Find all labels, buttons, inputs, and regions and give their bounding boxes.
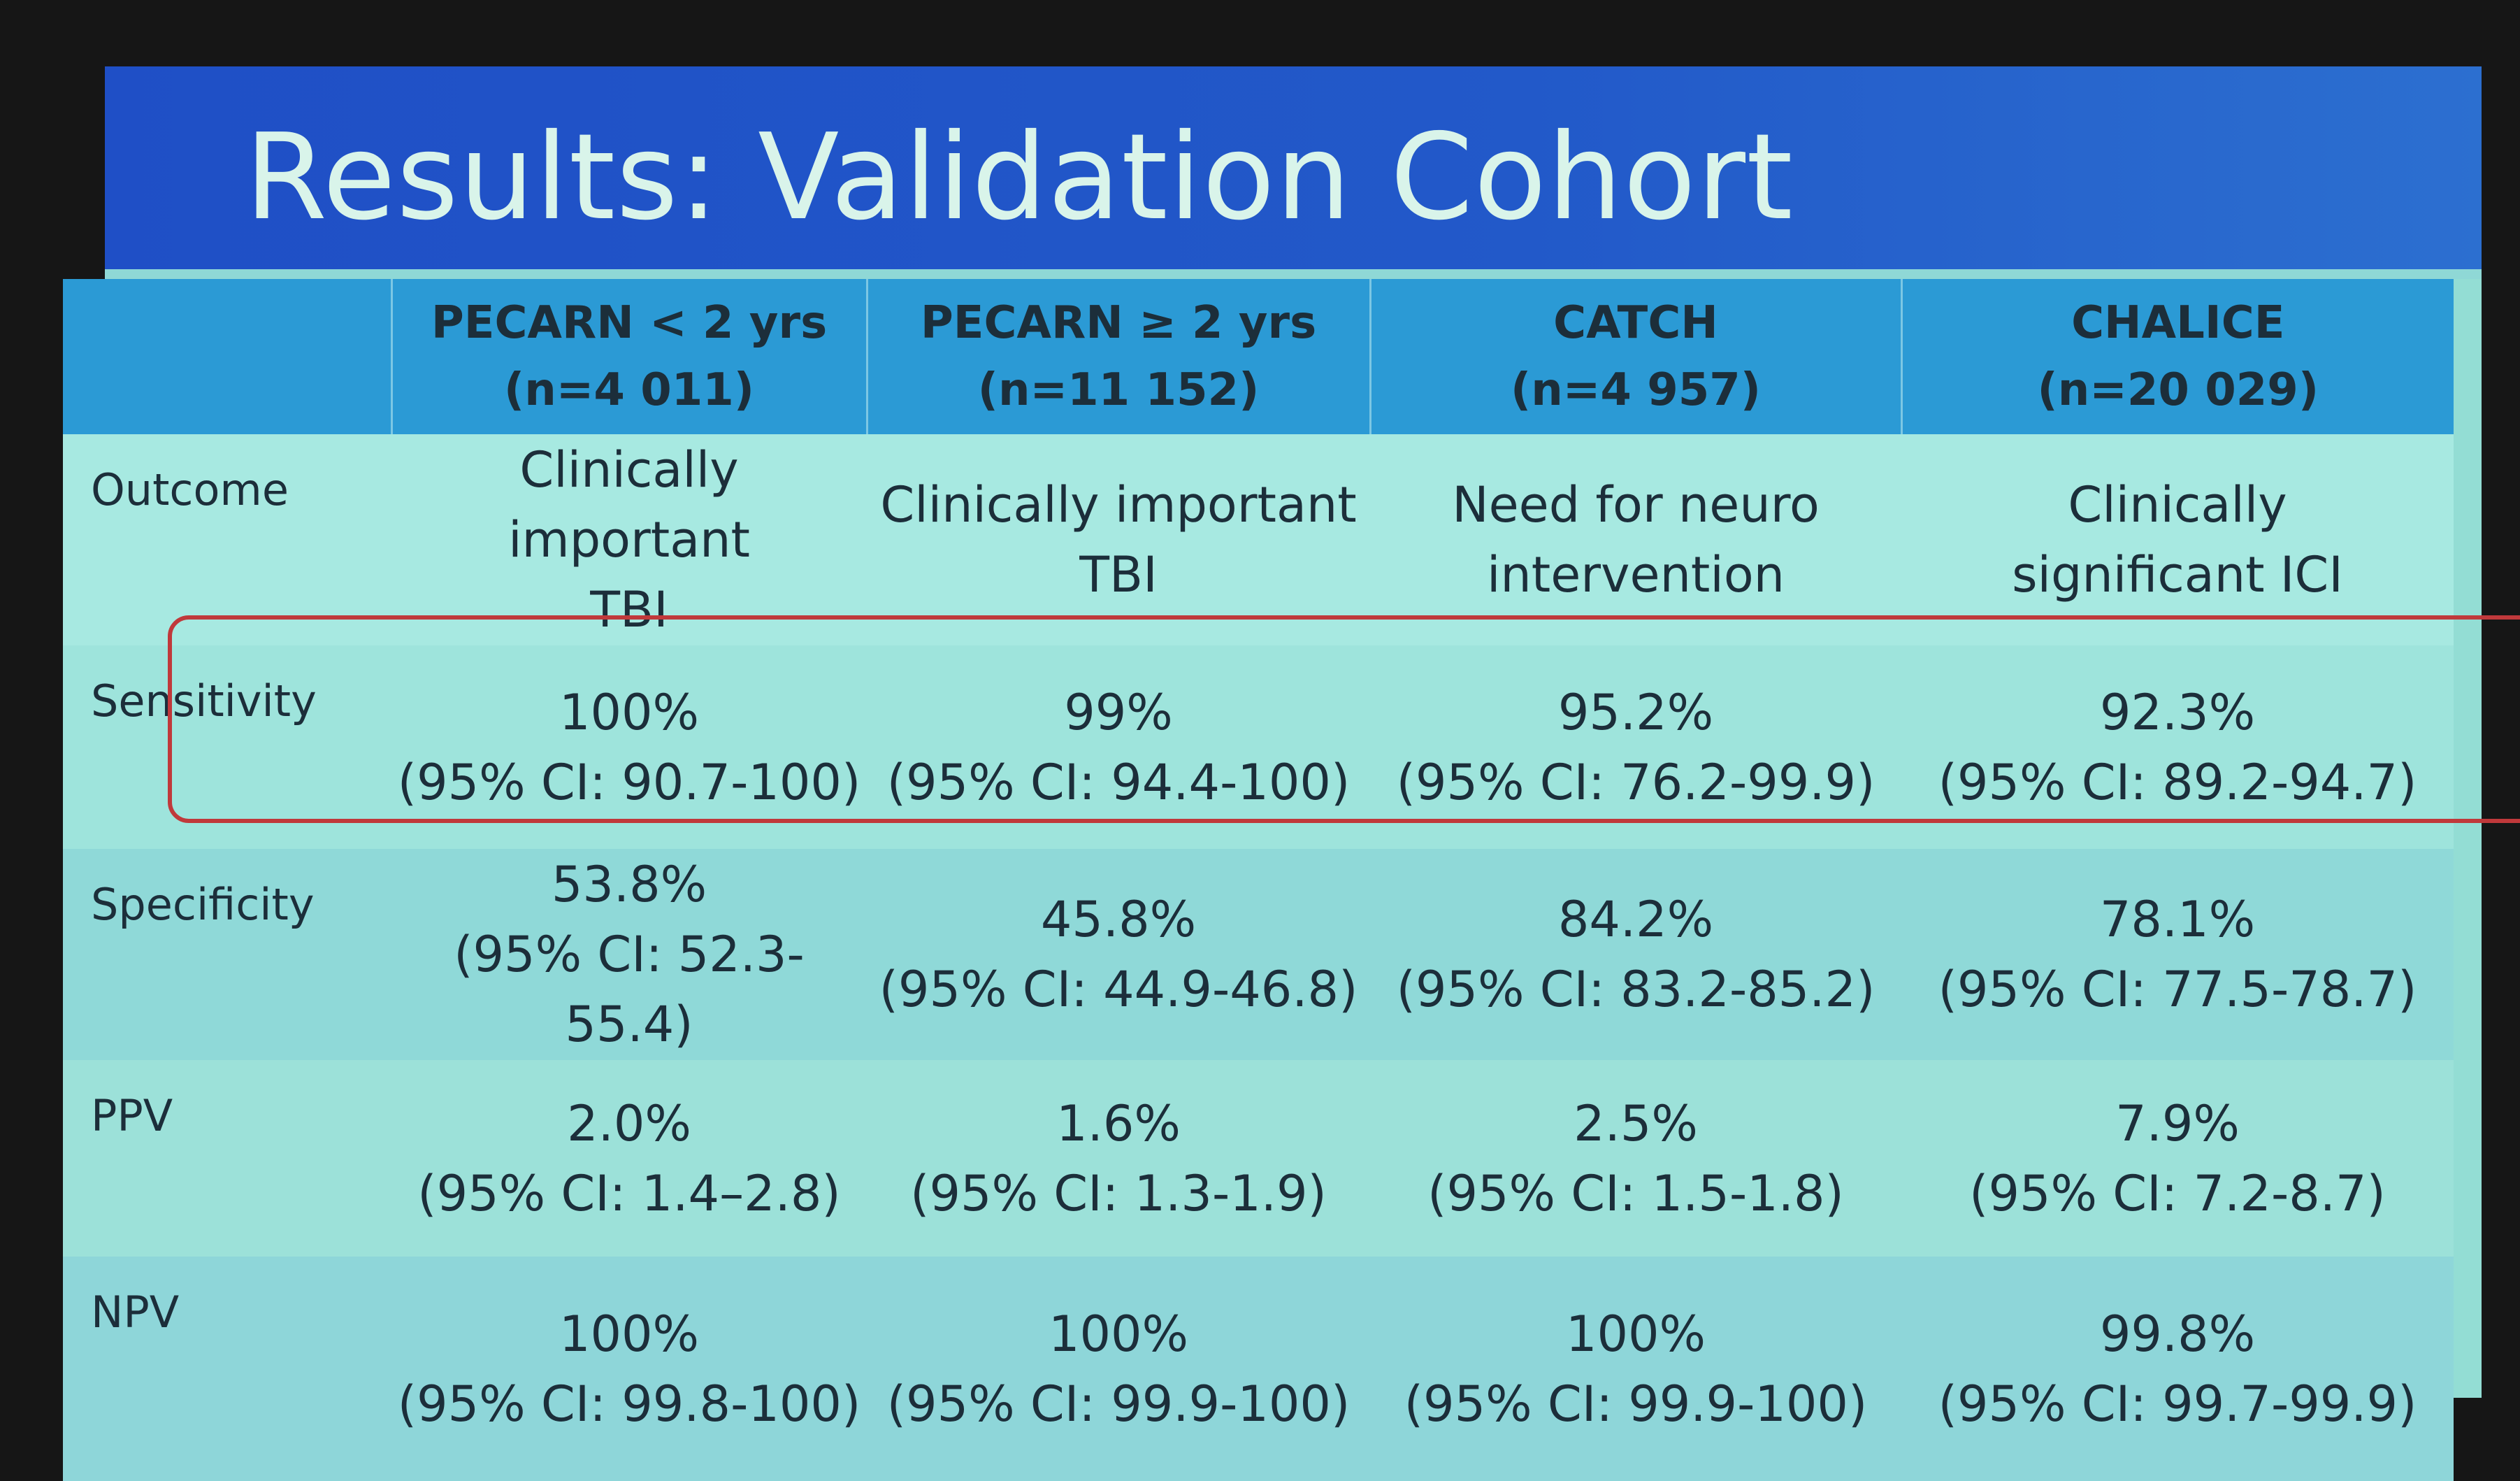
table-cell: Clinically significant ICI — [1901, 434, 2454, 645]
cell-value: 78.1% — [2099, 891, 2256, 948]
cell-ci: (95% CI: 77.5-78.7) — [1938, 961, 2417, 1018]
cell-ci: (95% CI: 1.5-1.8) — [1427, 1164, 1844, 1222]
table-cell: Clinically important TBI — [867, 434, 1370, 645]
results-table: PECARN < 2 yrs (n=4 011) PECARN ≥ 2 yrs (n… — [63, 279, 2454, 1481]
slide: Results: Validation Cohort PECARN < 2 yr… — [63, 66, 2520, 1481]
column-header: PECARN < 2 yrs (n=4 011) — [390, 279, 867, 434]
table-cell: 100% (95% CI: 99.9-100) — [1370, 1257, 1901, 1481]
cell-value: 2.5% — [1574, 1094, 1698, 1152]
table-cell: 78.1% (95% CI: 77.5-78.7) — [1901, 849, 2454, 1060]
cell-value: 100% — [559, 1305, 700, 1363]
cell-ci: (95% CI: 52.3-55.4) — [454, 926, 805, 1053]
row-label: NPV — [63, 1257, 391, 1481]
cell-ci: (95% CI: 99.9-100) — [886, 1375, 1351, 1433]
cell-value: 2.0% — [567, 1094, 691, 1152]
cell-ci: (95% CI: 44.9-46.8) — [879, 961, 1358, 1018]
cell-ci: (95% CI: 1.4–2.8) — [417, 1164, 841, 1222]
table-cell: 99.8% (95% CI: 99.7-99.9) — [1901, 1257, 2454, 1481]
column-name: CATCH — [1553, 297, 1718, 349]
header-row: PECARN < 2 yrs (n=4 011) PECARN ≥ 2 yrs (n… — [63, 279, 2454, 434]
column-header: CATCH (n=4 957) — [1369, 279, 1901, 434]
cell-ci: TBI — [590, 581, 668, 638]
cell-ci: (95% CI: 99.7-99.9) — [1938, 1375, 2417, 1433]
row-label: PPV — [63, 1060, 391, 1257]
cell-value: 7.9% — [2115, 1094, 2240, 1152]
table-cell: 1.6% (95% CI: 1.3-1.9) — [867, 1060, 1370, 1257]
header-empty — [63, 279, 391, 434]
cell-ci: intervention — [1486, 546, 1785, 603]
slide-title: Results: Validation Cohort — [245, 108, 1794, 247]
column-name: CHALICE — [2071, 297, 2285, 349]
cell-value: 100% — [559, 683, 700, 741]
table-row: Sensitivity 100% (95% CI: 90.7-100) 99% (95%… — [63, 645, 2454, 849]
column-n: (n=4 011) — [503, 364, 755, 416]
table-row: Outcome Clinically important TBI Clinically… — [63, 434, 2454, 645]
table-cell: 84.2% (95% CI: 83.2-85.2) — [1370, 849, 1901, 1060]
cell-ci: (95% CI: 99.8-100) — [397, 1375, 861, 1433]
column-n: (n=11 152) — [977, 364, 1260, 416]
table-row: PPV 2.0% (95% CI: 1.4–2.8) 1.6% (95% CI: 1.3… — [63, 1060, 2454, 1257]
table-row: Specificity 53.8% (95% CI: 52.3-55.4) 45.8%… — [63, 849, 2454, 1060]
cell-value: 95.2% — [1557, 683, 1714, 741]
row-label: Outcome — [63, 434, 391, 645]
cell-value: Clinically — [2068, 476, 2287, 534]
cell-value: 100% — [1565, 1305, 1706, 1363]
cell-value: 1.6% — [1056, 1094, 1181, 1152]
cell-value: 45.8% — [1040, 891, 1197, 948]
cell-ci: (95% CI: 7.2-8.7) — [1969, 1164, 2386, 1222]
cell-value: 92.3% — [2099, 683, 2256, 741]
table-cell: 100% (95% CI: 90.7-100) — [391, 645, 867, 849]
cell-value: Clinically important — [508, 441, 750, 568]
column-header: PECARN ≥ 2 yrs (n=11 152) — [865, 279, 1370, 434]
cell-ci: (95% CI: 76.2-99.9) — [1396, 753, 1875, 811]
cell-ci: (95% CI: 90.7-100) — [397, 753, 861, 811]
cell-value: 100% — [1048, 1305, 1189, 1363]
table-cell: 2.0% (95% CI: 1.4–2.8) — [391, 1060, 867, 1257]
column-n: (n=20 029) — [2037, 364, 2319, 416]
cell-ci: significant ICI — [2012, 546, 2343, 603]
table-cell: 100% (95% CI: 99.9-100) — [867, 1257, 1370, 1481]
table-cell: 92.3% (95% CI: 89.2-94.7) — [1901, 645, 2454, 849]
table-cell: 2.5% (95% CI: 1.5-1.8) — [1370, 1060, 1901, 1257]
cell-value: 99% — [1064, 683, 1173, 741]
column-n: (n=4 957) — [1510, 364, 1762, 416]
cell-ci: (95% CI: 1.3-1.9) — [910, 1164, 1327, 1222]
cell-ci: (95% CI: 83.2-85.2) — [1396, 961, 1875, 1018]
table-cell: Clinically important TBI — [391, 434, 867, 645]
cell-value: Clinically important — [880, 476, 1357, 534]
column-name: PECARN < 2 yrs — [431, 297, 828, 349]
cell-value: 99.8% — [2099, 1305, 2256, 1363]
cell-ci: (95% CI: 94.4-100) — [886, 753, 1351, 811]
cell-ci: (95% CI: 99.9-100) — [1404, 1375, 1868, 1433]
table-cell: 95.2% (95% CI: 76.2-99.9) — [1370, 645, 1901, 849]
table-cell: 7.9% (95% CI: 7.2-8.7) — [1901, 1060, 2454, 1257]
row-label: Sensitivity — [63, 645, 391, 849]
table-row: NPV 100% (95% CI: 99.8-100) 100% (95% CI: 99… — [63, 1257, 2454, 1481]
table-cell: 100% (95% CI: 99.8-100) — [391, 1257, 867, 1481]
cell-value: 84.2% — [1557, 891, 1714, 948]
cell-value: 53.8% — [551, 856, 707, 913]
divider — [105, 269, 2482, 279]
cell-ci: TBI — [1079, 546, 1158, 603]
column-header: CHALICE (n=20 029) — [1900, 279, 2454, 434]
cell-ci: (95% CI: 89.2-94.7) — [1938, 753, 2417, 811]
table-cell: Need for neuro intervention — [1370, 434, 1901, 645]
column-name: PECARN ≥ 2 yrs — [920, 297, 1317, 349]
title-band: Results: Validation Cohort — [105, 66, 2482, 269]
table-cell: 99% (95% CI: 94.4-100) — [867, 645, 1370, 849]
table-cell: 53.8% (95% CI: 52.3-55.4) — [391, 849, 867, 1060]
cell-value: Need for neuro — [1452, 476, 1820, 534]
table-cell: 45.8% (95% CI: 44.9-46.8) — [867, 849, 1370, 1060]
row-label: Specificity — [63, 849, 391, 1060]
